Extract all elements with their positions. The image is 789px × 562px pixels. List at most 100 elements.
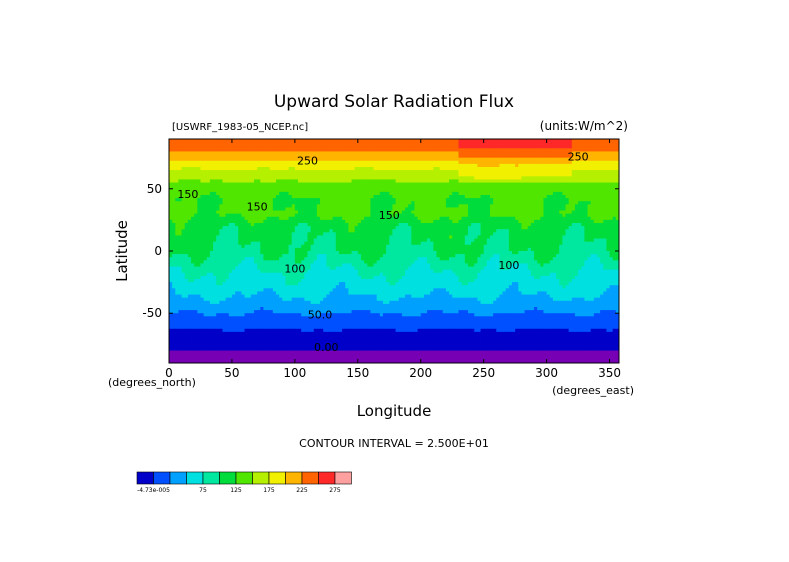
- heatmap-cell: [496, 170, 500, 174]
- heatmap-cell: [266, 182, 271, 187]
- heatmap-cell: [301, 191, 305, 196]
- heatmap-cell: [590, 167, 595, 171]
- heatmap-cell: [301, 167, 305, 171]
- heatmap-cell: [386, 142, 390, 146]
- heatmap-cell: [253, 226, 258, 230]
- heatmap-cell: [556, 207, 560, 211]
- heatmap-cell: [376, 160, 381, 165]
- heatmap-cell: [417, 182, 422, 187]
- heatmap-cell: [574, 198, 579, 202]
- heatmap-cell: [606, 170, 610, 174]
- heatmap-cell: [540, 204, 544, 208]
- heatmap-cell: [521, 145, 525, 149]
- heatmap-cell: [471, 188, 475, 193]
- heatmap-cell: [345, 226, 349, 230]
- heatmap-cell: [279, 226, 283, 230]
- heatmap-cell: [540, 173, 544, 177]
- heatmap-cell: [253, 163, 258, 168]
- heatmap-cell: [342, 235, 346, 239]
- heatmap-cell: [392, 223, 396, 227]
- heatmap-cell: [559, 167, 563, 171]
- heatmap-cell: [417, 235, 422, 239]
- heatmap-cell: [307, 238, 312, 243]
- heatmap-cell: [288, 213, 293, 218]
- heatmap-cell: [417, 219, 422, 224]
- heatmap-cell: [464, 198, 469, 202]
- heatmap-cell: [345, 182, 349, 187]
- heatmap-cell: [307, 232, 312, 236]
- heatmap-cell: [562, 244, 566, 249]
- heatmap-cell: [307, 216, 312, 221]
- heatmap-cell: [351, 204, 356, 208]
- heatmap-cell: [360, 195, 365, 199]
- heatmap-cell: [253, 160, 258, 165]
- heatmap-cell: [364, 185, 368, 190]
- heatmap-cell: [565, 223, 570, 227]
- heatmap-cell: [401, 176, 406, 180]
- heatmap-cell: [172, 160, 176, 165]
- heatmap-cell: [307, 139, 312, 143]
- heatmap-cell: [455, 213, 459, 218]
- heatmap-cell: [291, 188, 296, 193]
- heatmap-cell: [386, 185, 390, 190]
- heatmap-cell: [175, 170, 179, 174]
- heatmap-cell: [191, 139, 195, 143]
- heatmap-cell: [546, 170, 551, 174]
- heatmap-cell: [562, 163, 566, 168]
- heatmap-cell: [291, 182, 296, 187]
- heatmap-cell: [316, 204, 321, 208]
- heatmap-cell: [474, 201, 478, 205]
- heatmap-cell: [260, 139, 264, 143]
- heatmap-cell: [253, 154, 258, 159]
- heatmap-cell: [556, 198, 560, 202]
- heatmap-cell: [178, 204, 182, 208]
- heatmap-cell: [172, 148, 176, 152]
- heatmap-cell: [209, 201, 214, 205]
- heatmap-cell: [543, 238, 548, 243]
- heatmap-cell: [430, 213, 434, 218]
- heatmap-cell: [389, 139, 393, 143]
- heatmap-cell: [546, 204, 551, 208]
- heatmap-cell: [288, 235, 293, 239]
- heatmap-cell: [452, 179, 456, 183]
- heatmap-cell: [376, 142, 381, 146]
- heatmap-cell: [612, 219, 617, 224]
- heatmap-cell: [612, 210, 617, 215]
- heatmap-cell: [360, 216, 365, 221]
- heatmap-cell: [191, 207, 195, 211]
- heatmap-cell: [439, 179, 444, 183]
- heatmap-cell: [401, 235, 406, 239]
- heatmap-cell: [332, 238, 337, 243]
- heatmap-cell: [578, 185, 582, 190]
- heatmap-cell: [508, 179, 513, 183]
- heatmap-cell: [543, 157, 548, 162]
- heatmap-cell: [364, 229, 368, 233]
- heatmap-cell: [455, 216, 459, 221]
- heatmap-cell: [257, 238, 261, 243]
- heatmap-cell: [609, 219, 614, 224]
- heatmap-cell: [235, 213, 239, 218]
- heatmap-cell: [508, 201, 513, 205]
- heatmap-cell: [534, 163, 538, 168]
- heatmap-cell: [225, 238, 230, 243]
- heatmap-cell: [584, 198, 588, 202]
- heatmap-cell: [213, 210, 217, 215]
- heatmap-cell: [398, 219, 403, 224]
- heatmap-cell: [474, 160, 478, 165]
- heatmap-cell: [518, 201, 522, 205]
- heatmap-cell: [477, 191, 481, 196]
- heatmap-cell: [398, 148, 403, 152]
- heatmap-cell: [357, 170, 362, 174]
- heatmap-cell: [169, 219, 173, 224]
- heatmap-cell: [458, 182, 463, 187]
- heatmap-cell: [474, 154, 478, 159]
- heatmap-cell: [477, 139, 481, 143]
- heatmap-cell: [285, 223, 289, 227]
- heatmap-cell: [389, 185, 393, 190]
- heatmap-cell: [578, 142, 582, 146]
- heatmap-cell: [203, 195, 208, 199]
- heatmap-cell: [530, 188, 535, 193]
- heatmap-cell: [556, 170, 560, 174]
- heatmap-cell: [612, 163, 617, 168]
- heatmap-cell: [320, 238, 324, 243]
